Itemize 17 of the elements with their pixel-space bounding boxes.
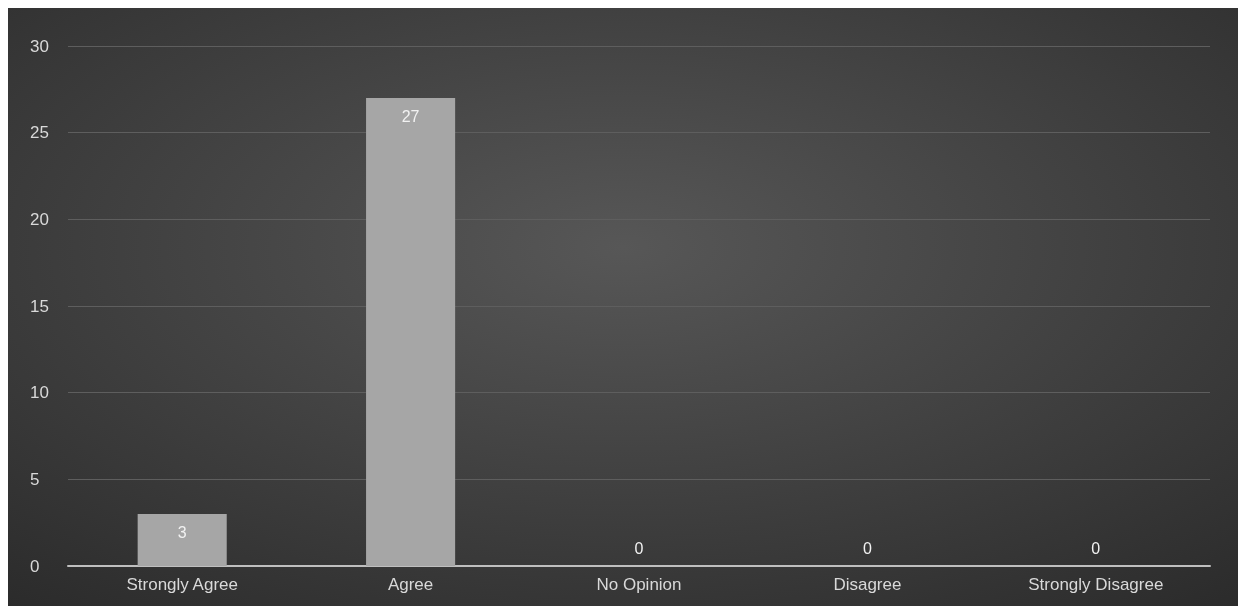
data-label: 0	[1091, 539, 1101, 557]
y-tick-label: 30	[30, 36, 49, 56]
y-tick-label: 5	[30, 469, 40, 489]
y-tick-label: 10	[30, 383, 49, 403]
x-tick-label: Strongly Agree	[126, 575, 238, 594]
data-label: 3	[177, 523, 187, 541]
y-tick-label: 0	[30, 556, 40, 576]
y-tick-label: 15	[30, 296, 49, 316]
data-label: 27	[401, 107, 420, 125]
data-label: 0	[634, 539, 644, 557]
x-tick-label: Disagree	[833, 575, 902, 594]
data-label: 0	[862, 539, 872, 557]
x-tick-label: Strongly Disagree	[1028, 575, 1164, 594]
x-tick-label: Agree	[387, 575, 434, 594]
y-tick-label: 20	[30, 209, 49, 229]
y-tick-label: 25	[30, 123, 49, 143]
x-tick-label: No Opinion	[596, 575, 682, 594]
